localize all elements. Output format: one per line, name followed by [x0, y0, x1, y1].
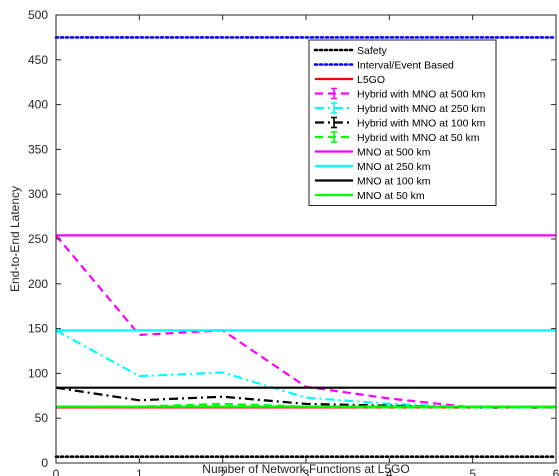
- legend-label-9: MNO at 100 km: [357, 176, 431, 188]
- y-tick-label: 0: [41, 456, 48, 470]
- y-tick-label: 150: [28, 322, 48, 336]
- x-tick-label: 2: [219, 467, 226, 476]
- y-tick-label: 500: [28, 8, 48, 22]
- series-layer: [54, 36, 558, 459]
- x-tick-label: 4: [386, 467, 393, 476]
- x-tick-label: 6: [553, 467, 559, 476]
- y-tick-label: 350: [28, 142, 48, 156]
- legend-label-5: Hybrid with MNO at 100 km: [357, 118, 486, 130]
- legend-label-2: L5GO: [357, 74, 385, 86]
- axes-layer: 0 1 2 3 4 5 6 0 50 100 150 200 250 300 350 400 450 500: [28, 8, 559, 476]
- y-tick-label: 300: [28, 187, 48, 201]
- y-tick-label: 100: [28, 366, 48, 380]
- x-tick-label: 0: [53, 467, 60, 476]
- legend-label-6: Hybrid with MNO at 50 km: [357, 132, 480, 144]
- legend-label-1: Interval/Event Based: [357, 60, 454, 72]
- legend-label-4: Hybrid with MNO at 250 km: [357, 103, 486, 115]
- x-tick-label: 3: [303, 467, 310, 476]
- legend: Safety Interval/Event Based L5GO Hybrid wit…: [308, 39, 497, 206]
- y-tick-label: 200: [28, 277, 48, 291]
- x-tick-label: 1: [136, 467, 143, 476]
- y-tick-label: 50: [35, 411, 49, 425]
- legend-label-8: MNO at 250 km: [357, 161, 431, 173]
- y-tick-label: 450: [28, 53, 48, 67]
- legend-label-0: Safety: [357, 45, 388, 57]
- legend-label-7: MNO at 500 km: [357, 147, 431, 159]
- legend-label-3: Hybrid with MNO at 500 km: [357, 89, 486, 101]
- y-tick-label: 400: [28, 98, 48, 112]
- x-tick-label: 5: [469, 467, 476, 476]
- y-axis-title: End-to-End Latency: [8, 186, 22, 292]
- legend-label-10: MNO at 50 km: [357, 190, 425, 202]
- y-tick-label: 250: [28, 232, 48, 246]
- x-axis-title: Number of Network Functions at L5GO: [202, 462, 409, 476]
